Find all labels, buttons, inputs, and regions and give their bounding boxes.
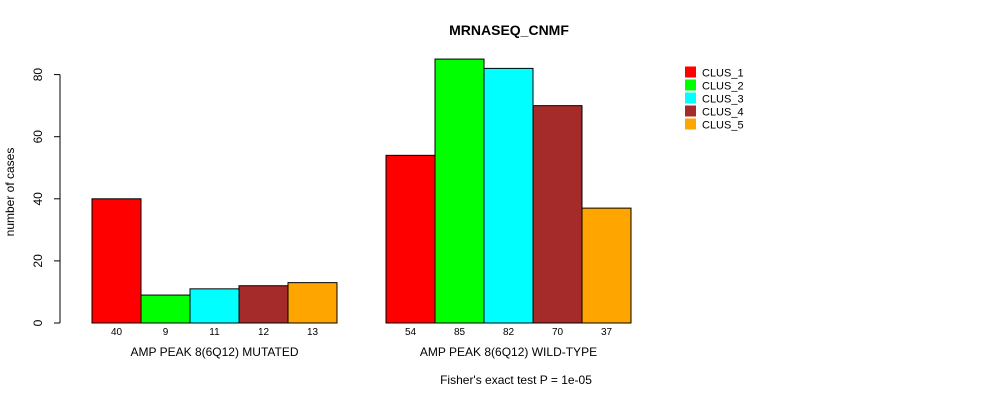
bar-clus-2-group-2	[434, 58, 485, 324]
bar-clus-4-group-2	[532, 105, 583, 324]
group-label: AMP PEAK 8(6Q12) WILD-TYPE	[420, 345, 597, 359]
bar-value-label: 12	[258, 327, 270, 338]
legend-label: CLUS_1	[702, 68, 744, 80]
y-tick-label: 60	[31, 130, 45, 144]
bar-clus-5-group-1	[287, 282, 338, 324]
group-label: AMP PEAK 8(6Q12) MUTATED	[130, 345, 298, 359]
fisher-test-footnote: Fisher's exact test P = 1e-05	[440, 373, 592, 387]
bar-clus-5-group-2	[581, 207, 632, 324]
bar-value-label: 11	[209, 327, 220, 338]
legend-label: CLUS_4	[702, 107, 744, 119]
bar-clus-2-group-1	[140, 294, 191, 324]
legend-swatch	[685, 118, 696, 130]
bar-value-label: 70	[552, 327, 564, 338]
bar-clus-1-group-1	[91, 198, 142, 324]
bar-clus-1-group-2	[385, 154, 436, 324]
bars	[91, 58, 632, 324]
group-labels: AMP PEAK 8(6Q12) MUTATED AMP PEAK 8(6Q12)…	[130, 345, 597, 359]
bar-value-label: 85	[454, 327, 466, 338]
y-tick-label: 0	[31, 319, 45, 326]
y-tick-label: 80	[31, 68, 45, 82]
legend-swatch	[685, 92, 696, 104]
bar-value-label: 82	[503, 327, 515, 338]
chart-title: MRNASEQ_CNMF	[449, 22, 569, 38]
bar-clus-3-group-1	[189, 288, 240, 324]
legend-label: CLUS_3	[702, 94, 744, 106]
y-tick-label: 40	[31, 192, 45, 206]
bar-clus-4-group-1	[238, 285, 289, 324]
legend-swatch	[685, 105, 696, 117]
bar-clus-3-group-2	[483, 67, 534, 324]
bar-value-label: 40	[111, 327, 123, 338]
bar-value-label: 9	[163, 327, 169, 338]
value-labels: 40 9 11 12 13 54 85 82 70 37	[111, 327, 613, 338]
y-axis: 0 20 40 60 80	[31, 68, 61, 326]
y-tick-label: 20	[31, 254, 45, 268]
legend-label: CLUS_2	[702, 81, 744, 93]
bar-value-label: 13	[307, 327, 319, 338]
legend-label: CLUS_5	[702, 120, 744, 132]
y-axis-label: number of cases	[3, 148, 17, 237]
legend-swatch	[685, 79, 696, 91]
bar-value-label: 37	[601, 327, 613, 338]
bar-value-label: 54	[405, 327, 417, 338]
legend-swatch	[685, 66, 696, 78]
